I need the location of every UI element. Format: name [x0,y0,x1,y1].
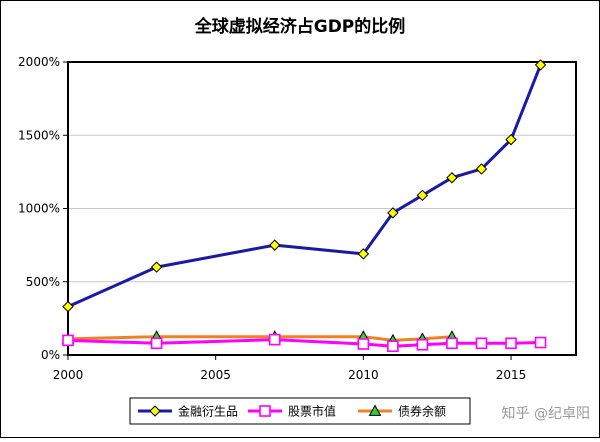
chart-title: 全球虚拟经济占GDP的比例 [194,16,406,37]
data-point [505,133,517,146]
data-point [150,261,163,273]
y-axis: 0% 500% 1000% 1500% 2000% [18,55,68,362]
y-tick-label: 1000% [18,202,60,216]
data-point [387,207,399,219]
data-point [268,333,281,346]
legend-label: 债券余额 [398,404,446,419]
data-point [475,337,488,350]
x-tick-label: 2005 [200,368,231,382]
y-tick-label: 500% [26,275,60,289]
data-point [150,337,163,350]
legend-item: 金融衍生品 [138,404,238,419]
data-point [446,172,458,184]
legend-box [129,397,471,425]
legend-label: 股票市值 [288,404,336,419]
legend-swatch-marker [259,405,271,417]
data-point [62,334,74,347]
data-point [475,163,488,175]
watermark-text: 知乎 @纪卓阳 [502,405,590,422]
data-point [416,189,429,202]
data-point [505,337,517,350]
series-1 [62,333,547,353]
y-tick-label: 1500% [18,128,60,142]
legend: 金融衍生品 股票市值 债券余额 [129,397,471,425]
series-0 [62,59,547,313]
series-line [67,64,542,309]
x-tick-label: 2000 [53,368,84,382]
data-point [357,248,370,260]
y-tick-label: 0% [41,348,60,362]
series-line [67,338,541,348]
data-point [269,239,281,251]
legend-item: 股票市值 [248,404,336,419]
grid-lines [68,134,576,283]
legend-label: 金融衍生品 [178,404,238,419]
data-point [416,338,429,351]
x-tick-label: 2010 [348,368,379,382]
data-point [357,338,370,350]
series-layer [61,59,547,353]
x-tick-label: 2015 [496,368,527,382]
legend-swatch-marker [149,405,161,417]
data-point [534,59,547,71]
y-tick-label: 2000% [18,55,60,69]
legend-item: 债券余额 [358,404,446,419]
legend-swatch-marker [368,404,382,416]
data-point [62,300,74,313]
data-point [387,340,399,353]
data-point [446,337,458,350]
x-axis: 2000 2005 2010 2015 [53,355,527,382]
data-point [534,336,547,349]
